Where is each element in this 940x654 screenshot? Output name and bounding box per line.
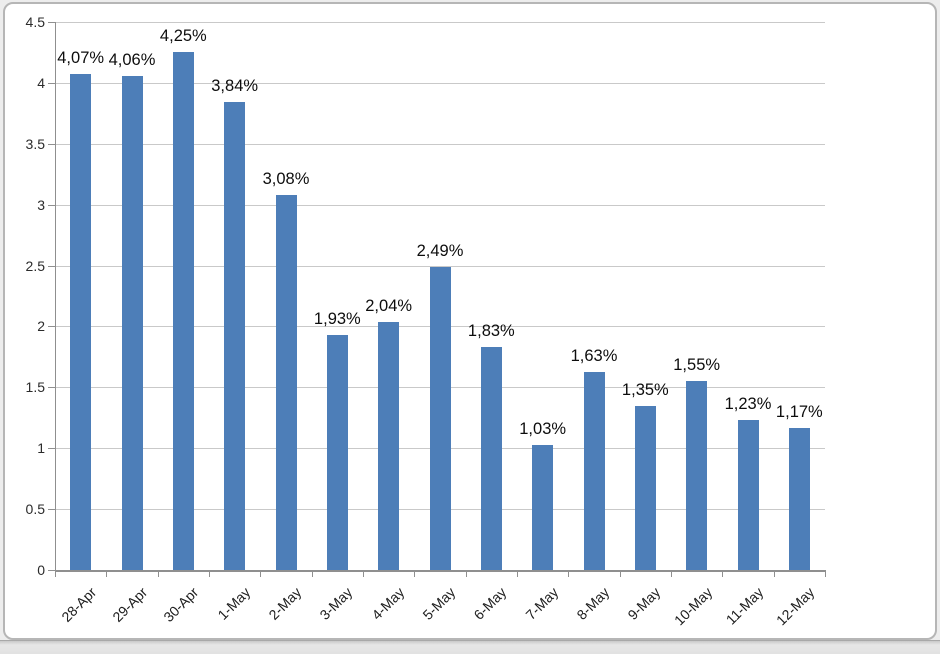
bar-9-May <box>634 405 656 570</box>
gridline <box>55 22 825 23</box>
bar-1-May <box>224 102 246 570</box>
y-axis-tick-label: 4.5 <box>25 14 45 30</box>
y-axis-tick-label: 4 <box>37 74 45 91</box>
x-axis-tick <box>773 572 775 577</box>
bar-7-May <box>532 444 554 570</box>
bar-2-May <box>275 194 297 570</box>
y-axis-tick <box>48 82 55 84</box>
bar-3-May <box>326 334 348 570</box>
x-axis-label-7-May: 7-May <box>522 584 561 623</box>
y-axis-tick-label: 0.5 <box>25 501 45 518</box>
chart-canvas <box>3 2 937 640</box>
x-axis-line <box>55 570 826 572</box>
x-axis-tick <box>825 572 826 577</box>
gridline <box>55 265 825 267</box>
data-label-28-Apr: 4,07% <box>57 49 105 68</box>
x-axis-tick <box>311 572 313 577</box>
y-axis-tick <box>48 509 55 511</box>
data-label-4-May: 2,04% <box>365 296 413 315</box>
y-axis-tick <box>48 22 55 23</box>
x-axis-label-3-May: 3-May <box>316 584 356 623</box>
data-label-30-Apr: 4,25% <box>159 27 207 46</box>
y-axis-tick-label: 1.5 <box>25 379 45 396</box>
x-axis-label-1-May: 1-May <box>214 584 253 623</box>
bar-6-May <box>480 347 502 570</box>
data-label-10-May: 1,55% <box>673 356 721 375</box>
data-label-8-May: 1,63% <box>570 346 618 365</box>
bar-28-Apr <box>70 74 92 570</box>
x-axis-label-9-May: 9-May <box>624 584 664 623</box>
x-axis-tick <box>414 572 416 577</box>
y-axis-tick <box>48 204 55 206</box>
data-label-12-May: 1,17% <box>775 402 823 421</box>
gridline <box>55 82 825 84</box>
bar-4-May <box>378 321 400 570</box>
x-axis-label-30-Apr: 30-Apr <box>160 584 202 626</box>
x-axis-tick <box>55 572 56 577</box>
bar-30-Apr <box>172 52 194 570</box>
x-axis-label-10-May: 10-May <box>670 584 715 629</box>
x-axis-label-29-Apr: 29-Apr <box>109 584 151 626</box>
x-axis-tick <box>568 572 570 577</box>
bar-11-May <box>737 420 759 570</box>
bar-29-Apr <box>121 75 143 570</box>
gridline <box>55 204 825 206</box>
data-label-3-May: 1,93% <box>313 309 361 328</box>
x-axis-label-2-May: 2-May <box>265 584 305 623</box>
x-axis-tick <box>517 572 518 577</box>
x-axis-label-12-May: 12-May <box>773 584 818 629</box>
x-axis-tick <box>363 572 364 577</box>
y-axis-tick-label: 2.5 <box>25 257 45 274</box>
gridline <box>55 143 825 145</box>
x-axis-tick <box>106 572 108 577</box>
x-axis-tick <box>465 572 467 577</box>
x-axis-label-5-May: 5-May <box>419 584 459 623</box>
x-axis-label-6-May: 6-May <box>470 584 510 623</box>
data-label-2-May: 3,08% <box>262 169 310 188</box>
y-axis-tick-label: 3.5 <box>25 135 45 152</box>
y-axis-tick <box>48 143 55 145</box>
y-axis-tick <box>48 387 55 389</box>
photo-bottom-edge <box>0 640 940 654</box>
x-axis-tick <box>209 572 210 577</box>
y-axis-tick-label: 3 <box>37 196 45 213</box>
data-label-7-May: 1,03% <box>519 419 567 438</box>
x-axis-label-8-May: 8-May <box>573 584 613 623</box>
y-axis-tick-label: 0 <box>37 562 45 578</box>
y-axis-line <box>55 22 56 570</box>
y-axis-tick <box>48 448 55 450</box>
bar-5-May <box>429 266 451 570</box>
x-axis-tick <box>157 572 159 577</box>
x-axis-tick <box>671 572 672 577</box>
y-axis-tick <box>48 570 55 571</box>
x-axis-tick <box>260 572 262 577</box>
data-label-5-May: 2,49% <box>416 241 464 260</box>
data-label-29-Apr: 4,06% <box>108 50 156 69</box>
y-axis-tick-label: 2 <box>37 318 45 335</box>
y-axis-tick <box>48 265 55 267</box>
x-axis-tick <box>722 572 724 577</box>
x-axis-label-4-May: 4-May <box>368 584 407 623</box>
bar-12-May <box>788 427 810 570</box>
y-axis-tick-label: 1 <box>37 440 45 457</box>
x-axis-label-11-May: 11-May <box>722 584 767 628</box>
data-label-1-May: 3,84% <box>211 77 259 96</box>
bar-8-May <box>583 371 605 570</box>
data-label-6-May: 1,83% <box>467 322 515 341</box>
data-label-9-May: 1,35% <box>621 380 669 399</box>
data-label-11-May: 1,23% <box>724 395 772 414</box>
y-axis-tick <box>48 326 55 328</box>
bar-10-May <box>686 381 708 570</box>
x-axis-tick <box>619 572 621 577</box>
x-axis-label-28-Apr: 28-Apr <box>57 584 99 626</box>
